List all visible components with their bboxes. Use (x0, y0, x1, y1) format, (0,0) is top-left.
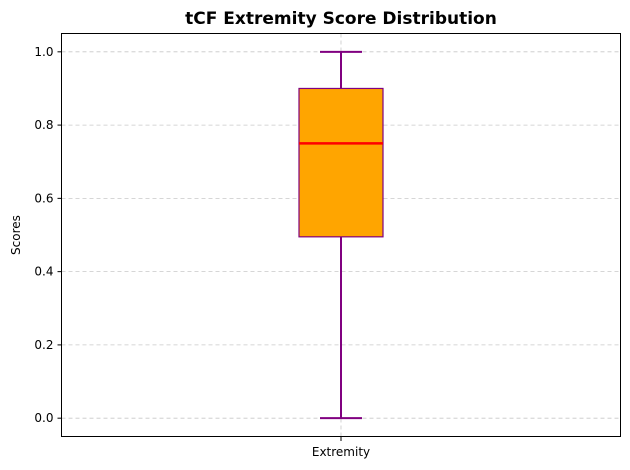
box-plot (298, 50, 384, 420)
plot-frame (61, 33, 621, 437)
iqr-box (298, 87, 384, 238)
grid (61, 33, 621, 437)
y-tick-label: 0.4 (34, 265, 53, 279)
y-tick-label: 0.6 (34, 191, 53, 205)
y-tick-label: 0.2 (34, 338, 53, 352)
y-tick-label: 0.8 (34, 118, 53, 132)
chart-title: tCF Extremity Score Distribution (185, 9, 497, 29)
x-axis: Extremity (312, 437, 370, 459)
y-tick-label: 0.0 (34, 411, 53, 425)
x-tick-label: Extremity (312, 445, 370, 459)
y-tick-label: 1.0 (34, 45, 53, 59)
y-axis: 0.0 0.2 0.4 0.6 0.8 1.0 (34, 45, 62, 425)
y-axis-label: Scores (9, 215, 23, 255)
